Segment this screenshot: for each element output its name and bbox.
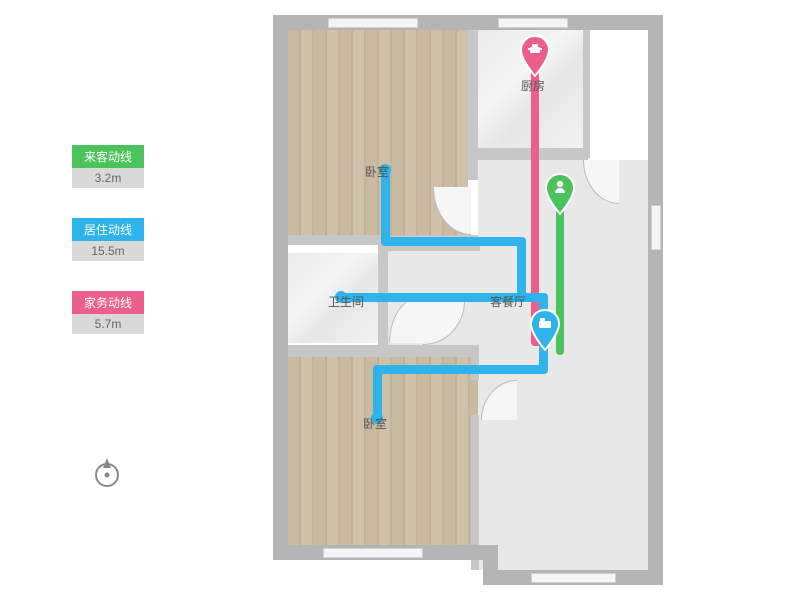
wall xyxy=(583,30,590,158)
path-blue xyxy=(381,237,526,246)
legend: 来客动线 3.2m 居住动线 15.5m 家务动线 5.7m xyxy=(72,145,144,364)
wall xyxy=(273,15,288,560)
wall xyxy=(483,545,498,585)
window xyxy=(323,548,423,558)
legend-item-housework: 家务动线 5.7m xyxy=(72,291,144,334)
floor-plan: 卧室厨房卫生间客餐厅卧室 xyxy=(273,15,663,585)
legend-label: 居住动线 xyxy=(72,218,144,241)
window xyxy=(498,18,568,28)
legend-value: 3.2m xyxy=(72,168,144,188)
path-blue xyxy=(517,237,526,301)
path-pink xyxy=(531,70,539,346)
legend-value: 15.5m xyxy=(72,241,144,261)
legend-item-guest: 来客动线 3.2m xyxy=(72,145,144,188)
room-label-bedroom_bot: 卧室 xyxy=(363,415,387,432)
legend-label: 来客动线 xyxy=(72,145,144,168)
room-label-bathroom: 卫生间 xyxy=(328,293,364,310)
compass-icon xyxy=(90,455,124,494)
room-label-kitchen: 厨房 xyxy=(521,77,545,94)
legend-value: 5.7m xyxy=(72,314,144,334)
marker-blue-icon xyxy=(530,309,560,351)
room-label-living: 客餐厅 xyxy=(490,293,526,310)
room-label-bedroom_top: 卧室 xyxy=(365,163,389,180)
window xyxy=(651,205,661,250)
wall xyxy=(471,345,479,380)
wall xyxy=(468,148,588,160)
wall xyxy=(288,345,478,357)
legend-label: 家务动线 xyxy=(72,291,144,314)
room-bedroom_bot xyxy=(288,357,478,545)
marker-pink-icon xyxy=(520,35,550,77)
window xyxy=(531,573,616,583)
wall xyxy=(648,15,663,585)
legend-item-living: 居住动线 15.5m xyxy=(72,218,144,261)
marker-green-icon xyxy=(545,173,575,215)
path-blue xyxy=(373,365,548,374)
window xyxy=(328,18,418,28)
